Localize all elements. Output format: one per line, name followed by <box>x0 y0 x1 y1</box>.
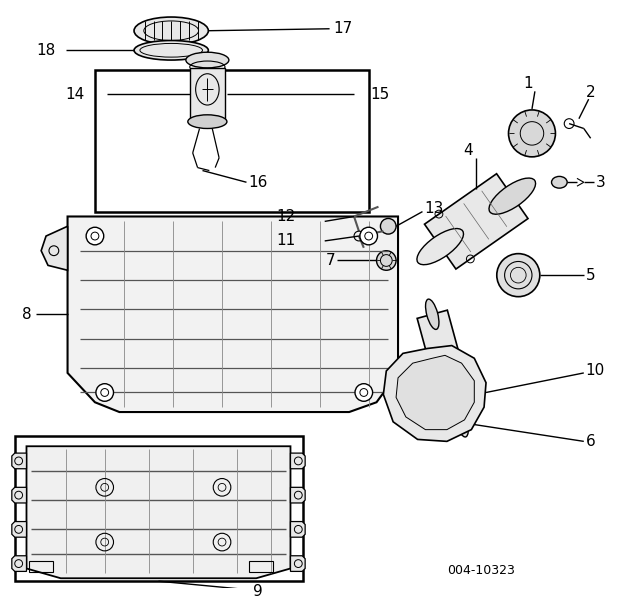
Text: 18: 18 <box>36 43 55 58</box>
Text: 12: 12 <box>276 209 295 224</box>
Polygon shape <box>27 446 290 578</box>
Text: 9: 9 <box>254 584 263 599</box>
Text: 6: 6 <box>586 434 596 449</box>
Ellipse shape <box>134 17 208 44</box>
Ellipse shape <box>360 227 378 245</box>
Polygon shape <box>424 174 528 269</box>
Polygon shape <box>383 346 486 442</box>
Polygon shape <box>290 556 305 571</box>
Polygon shape <box>41 226 67 270</box>
Ellipse shape <box>489 178 536 214</box>
Polygon shape <box>12 556 27 571</box>
Ellipse shape <box>426 299 439 329</box>
Polygon shape <box>12 521 27 537</box>
Polygon shape <box>290 521 305 537</box>
Ellipse shape <box>355 383 373 401</box>
Ellipse shape <box>508 110 556 157</box>
Text: 16: 16 <box>249 175 268 190</box>
Ellipse shape <box>134 40 208 60</box>
Bar <box>15 436 303 581</box>
Ellipse shape <box>381 218 396 234</box>
Text: 15: 15 <box>371 87 390 102</box>
Bar <box>190 68 225 122</box>
Text: 11: 11 <box>276 233 295 248</box>
Text: 8: 8 <box>22 307 31 322</box>
Text: 3: 3 <box>596 175 606 190</box>
Text: 17: 17 <box>333 21 353 36</box>
Ellipse shape <box>497 254 540 296</box>
Ellipse shape <box>455 407 468 437</box>
Polygon shape <box>290 453 305 469</box>
Text: 004-10323: 004-10323 <box>447 564 515 577</box>
Polygon shape <box>67 217 398 412</box>
Ellipse shape <box>96 383 113 401</box>
Bar <box>29 560 53 572</box>
Text: 2: 2 <box>586 85 596 100</box>
Text: 13: 13 <box>424 201 444 216</box>
Text: 10: 10 <box>586 364 605 379</box>
Polygon shape <box>12 453 27 469</box>
Bar <box>249 560 273 572</box>
Polygon shape <box>417 310 477 426</box>
Text: 5: 5 <box>586 268 596 283</box>
Ellipse shape <box>551 176 567 188</box>
Ellipse shape <box>376 251 396 270</box>
Ellipse shape <box>417 229 464 265</box>
Ellipse shape <box>186 52 229 68</box>
Text: 1: 1 <box>523 76 533 91</box>
Polygon shape <box>290 487 305 503</box>
Ellipse shape <box>86 227 104 245</box>
Text: 7: 7 <box>326 253 335 268</box>
Polygon shape <box>396 355 474 430</box>
Polygon shape <box>12 487 27 503</box>
Bar <box>95 70 369 212</box>
Ellipse shape <box>188 115 227 128</box>
Text: 14: 14 <box>65 87 85 102</box>
Text: 4: 4 <box>464 143 473 158</box>
